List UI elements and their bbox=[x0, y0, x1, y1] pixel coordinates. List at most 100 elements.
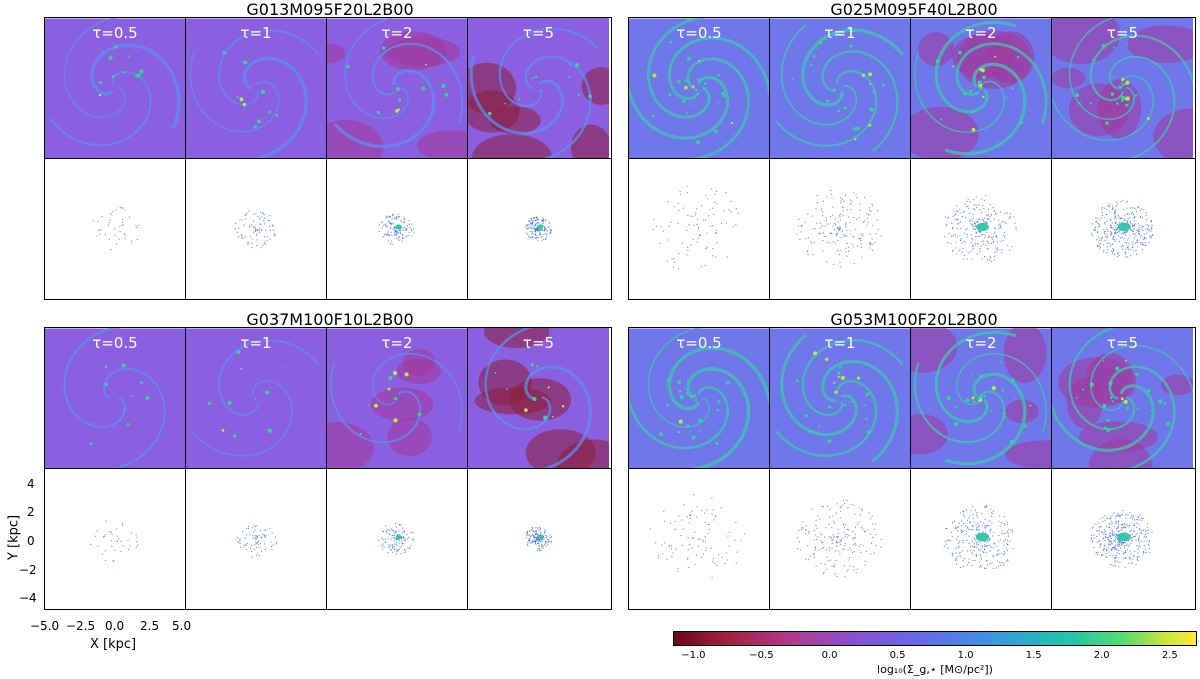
gas-map-panel: τ=2 bbox=[911, 18, 1052, 159]
star-map-image bbox=[378, 213, 415, 245]
time-label: τ=2 bbox=[965, 334, 997, 352]
x-tick: 0.0 bbox=[105, 619, 125, 633]
gas-map-image bbox=[1052, 328, 1193, 469]
colorbar-tick-label: −1.0 bbox=[681, 650, 706, 661]
group-title-1: G013M095F20L2B00 bbox=[246, 0, 414, 19]
gas-map-panel: τ=0.5 bbox=[45, 328, 186, 469]
gas-map-panel: τ=1 bbox=[186, 18, 327, 159]
time-label: τ=5 bbox=[522, 24, 555, 42]
star-map-panel bbox=[770, 159, 911, 300]
gas-map-image bbox=[629, 328, 769, 469]
y-tick: 4 bbox=[27, 477, 35, 491]
star-map-panel bbox=[45, 469, 186, 610]
star-map-image bbox=[796, 500, 882, 578]
colorbar-tick-label: 0.5 bbox=[889, 650, 906, 661]
gas-map-image bbox=[186, 328, 326, 469]
x-tick: −2.5 bbox=[66, 619, 96, 633]
star-map-image bbox=[944, 194, 1017, 262]
star-map-image bbox=[236, 525, 278, 558]
time-label: τ=2 bbox=[965, 24, 997, 42]
gas-map-image bbox=[468, 18, 609, 159]
star-map-panel bbox=[911, 469, 1052, 610]
star-map-image bbox=[1090, 509, 1153, 568]
star-map-image bbox=[90, 520, 139, 562]
star-map-panel bbox=[629, 469, 770, 610]
star-map-image bbox=[525, 216, 552, 242]
x-axis-label: X [kpc] bbox=[90, 637, 137, 652]
x-tick: −5.0 bbox=[30, 619, 60, 633]
colorbar-tick-label: 0.0 bbox=[821, 650, 838, 661]
star-map-image bbox=[525, 526, 553, 552]
gas-map-image bbox=[629, 18, 769, 159]
star-map-image bbox=[796, 190, 882, 268]
gas-map-image bbox=[770, 328, 910, 469]
gas-map-panel: τ=5 bbox=[1052, 328, 1193, 469]
time-label: τ=2 bbox=[381, 24, 413, 42]
gas-map-image bbox=[186, 18, 326, 159]
gas-density-row: τ=0.5 τ=1 τ=2 τ=5 bbox=[44, 17, 612, 159]
colorbar-label: log₁₀(Σ_g,⋆ [M⊙/pc²]) bbox=[877, 663, 993, 676]
time-label: τ=0.5 bbox=[676, 24, 722, 42]
gas-map-image bbox=[911, 18, 1051, 159]
gas-map-image bbox=[327, 18, 467, 159]
time-label: τ=5 bbox=[522, 334, 555, 352]
gas-map-panel: τ=5 bbox=[468, 18, 609, 159]
star-map-panel bbox=[468, 159, 609, 300]
gas-map-image bbox=[327, 328, 467, 469]
star-map-panel bbox=[911, 159, 1052, 300]
star-map-panel bbox=[186, 159, 327, 300]
star-map-image bbox=[943, 504, 1014, 570]
time-label: τ=5 bbox=[1106, 24, 1139, 42]
y-tick: 2 bbox=[27, 505, 35, 519]
star-map-image bbox=[378, 523, 415, 555]
x-tick: 2.5 bbox=[140, 619, 160, 633]
y-tick: 0 bbox=[27, 534, 35, 548]
star-map-panel bbox=[327, 159, 468, 300]
star-map-image bbox=[92, 206, 140, 251]
time-label: τ=1 bbox=[240, 24, 272, 42]
gas-density-row: τ=0.5 τ=1 τ=2 τ=5 bbox=[44, 327, 612, 469]
star-map-panel bbox=[186, 469, 327, 610]
gas-map-panel: τ=1 bbox=[770, 18, 911, 159]
gas-map-panel: τ=2 bbox=[911, 328, 1052, 469]
colorbar-tick-label: 2.5 bbox=[1161, 650, 1178, 661]
star-map-panel bbox=[770, 469, 911, 610]
star-map-panel bbox=[327, 469, 468, 610]
star-map-image bbox=[652, 185, 740, 270]
group-title-3: G037M100F10L2B00 bbox=[246, 310, 414, 329]
stellar-density-row bbox=[44, 468, 612, 610]
time-label: τ=1 bbox=[824, 334, 856, 352]
colorbar-tick-label: 1.5 bbox=[1025, 650, 1042, 661]
stellar-density-row bbox=[628, 468, 1196, 610]
time-label: τ=1 bbox=[240, 334, 272, 352]
star-map-panel bbox=[1052, 469, 1193, 610]
gas-map-panel: τ=0.5 bbox=[629, 328, 770, 469]
gas-map-image bbox=[45, 328, 185, 469]
gas-density-row: τ=0.5 τ=1 τ=2 τ=5 bbox=[628, 327, 1196, 469]
star-map-panel bbox=[629, 159, 770, 300]
gas-map-panel: τ=5 bbox=[1052, 18, 1193, 159]
star-map-panel bbox=[45, 159, 186, 300]
time-label: τ=2 bbox=[381, 334, 413, 352]
gas-map-image bbox=[770, 18, 910, 159]
gas-map-panel: τ=1 bbox=[186, 328, 327, 469]
star-map-image bbox=[1090, 199, 1154, 258]
colorbar-tick-label: 1.0 bbox=[957, 650, 974, 661]
gas-map-image bbox=[468, 328, 609, 469]
y-axis-label: Y [kpc] bbox=[6, 514, 22, 561]
gas-map-panel: τ=5 bbox=[468, 328, 609, 469]
time-label: τ=0.5 bbox=[92, 24, 138, 42]
gas-map-panel: τ=0.5 bbox=[45, 18, 186, 159]
group-title-4: G053M100F20L2B00 bbox=[830, 310, 998, 329]
star-map-panel bbox=[1052, 159, 1193, 300]
colorbar-tick-label: 2.0 bbox=[1093, 650, 1110, 661]
star-map-panel bbox=[468, 469, 609, 610]
gas-map-panel: τ=0.5 bbox=[629, 18, 770, 159]
colorbar bbox=[673, 631, 1197, 646]
time-label: τ=0.5 bbox=[676, 334, 722, 352]
time-label: τ=0.5 bbox=[92, 334, 138, 352]
stellar-density-row bbox=[44, 158, 612, 300]
gas-map-panel: τ=1 bbox=[770, 328, 911, 469]
time-label: τ=5 bbox=[1106, 334, 1139, 352]
gas-map-image bbox=[1052, 18, 1193, 159]
